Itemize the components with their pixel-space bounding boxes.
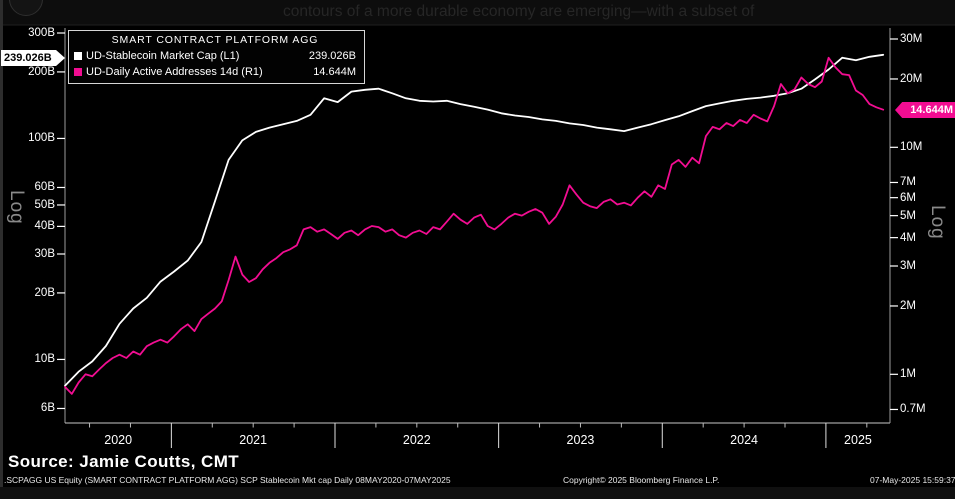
series-line-stablecoin-mktcap: [64, 53, 885, 387]
left-axis-tick-label: 200B: [28, 65, 55, 78]
x-axis-year-label: 2021: [239, 433, 268, 447]
series-line-active-addresses: [64, 56, 885, 395]
left-axis-tick-label: 100B: [28, 132, 55, 145]
right-axis-scale-label: Log: [927, 205, 948, 240]
last-value-badge-right: 14.644M: [895, 102, 955, 118]
right-axis-tick-label: 3M: [900, 260, 916, 272]
legend-item: UD-Stablecoin Market Cap (L1) 239.026B: [74, 48, 356, 64]
x-axis-year-label: 2025: [844, 433, 872, 447]
source-attribution: Source: Jamie Coutts, CMT: [8, 452, 240, 471]
timestamp-fineprint: 07-May-2025 15:59:37: [870, 475, 955, 485]
legend-box: SMART CONTRACT PLATFORM AGG UD-Stablecoi…: [68, 30, 365, 84]
left-axis-tick-label: 300B: [28, 27, 55, 39]
ticker-fineprint: .SCPAGG US Equity (SMART CONTRACT PLATFO…: [4, 475, 451, 485]
copyright-fineprint: Copyright© 2025 Bloomberg Finance L.P.: [563, 475, 720, 485]
left-axis-tick-label: 6B: [40, 402, 55, 415]
chart-canvas: [3, 25, 955, 487]
x-axis-year-label: 2023: [566, 433, 595, 447]
left-axis-tick-label: 20B: [34, 286, 55, 299]
legend-item: UD-Daily Active Addresses 14d (R1) 14.644…: [74, 64, 356, 80]
left-axis-tick-label: 30B: [34, 248, 55, 260]
right-axis-tick-label: 20M: [900, 72, 923, 85]
right-axis-tick-label: 10M: [900, 141, 923, 154]
right-axis-tick-label: 4M: [900, 231, 916, 244]
right-axis-tick-label: 2M: [900, 299, 916, 312]
left-axis-tick-label: 10B: [34, 353, 55, 366]
legend-item-value: 239.026B: [308, 50, 356, 62]
legend-swatch-icon: [74, 68, 82, 76]
right-axis-tick-label: 1M: [900, 368, 916, 381]
left-axis-tick-label: 50B: [34, 198, 55, 211]
page-edge-strip: [0, 0, 3, 499]
legend-item-value: 14.644M: [313, 66, 356, 78]
right-axis-tick-label: 5M: [900, 209, 916, 222]
right-axis-tick-label: 0.7M: [900, 403, 926, 416]
last-value-badge-left: 239.026B: [1, 50, 65, 66]
left-axis-tick-label: 60B: [34, 181, 55, 194]
x-axis-year-label: 2020: [104, 433, 133, 447]
right-axis-tick-label: 30M: [900, 33, 923, 45]
x-axis-year-label: 2022: [402, 433, 431, 447]
page-background-bottom: [0, 487, 955, 499]
right-axis-tick-label: 6M: [900, 191, 916, 204]
legend-item-label: UD-Stablecoin Market Cap (L1): [86, 50, 240, 62]
background-tweet-text: contours of a more durable economy are e…: [283, 3, 755, 20]
x-axis-year-label: 2024: [730, 433, 758, 447]
right-axis-tick-label: 7M: [900, 176, 916, 189]
page-background-top: contours of a more durable economy are e…: [0, 0, 955, 25]
legend-item-label: UD-Daily Active Addresses 14d (R1): [86, 66, 263, 78]
legend-swatch-icon: [74, 52, 82, 60]
left-axis-scale-label: Log: [6, 190, 27, 225]
left-axis-tick-label: 40B: [34, 220, 55, 233]
legend-title: SMART CONTRACT PLATFORM AGG: [111, 34, 319, 46]
